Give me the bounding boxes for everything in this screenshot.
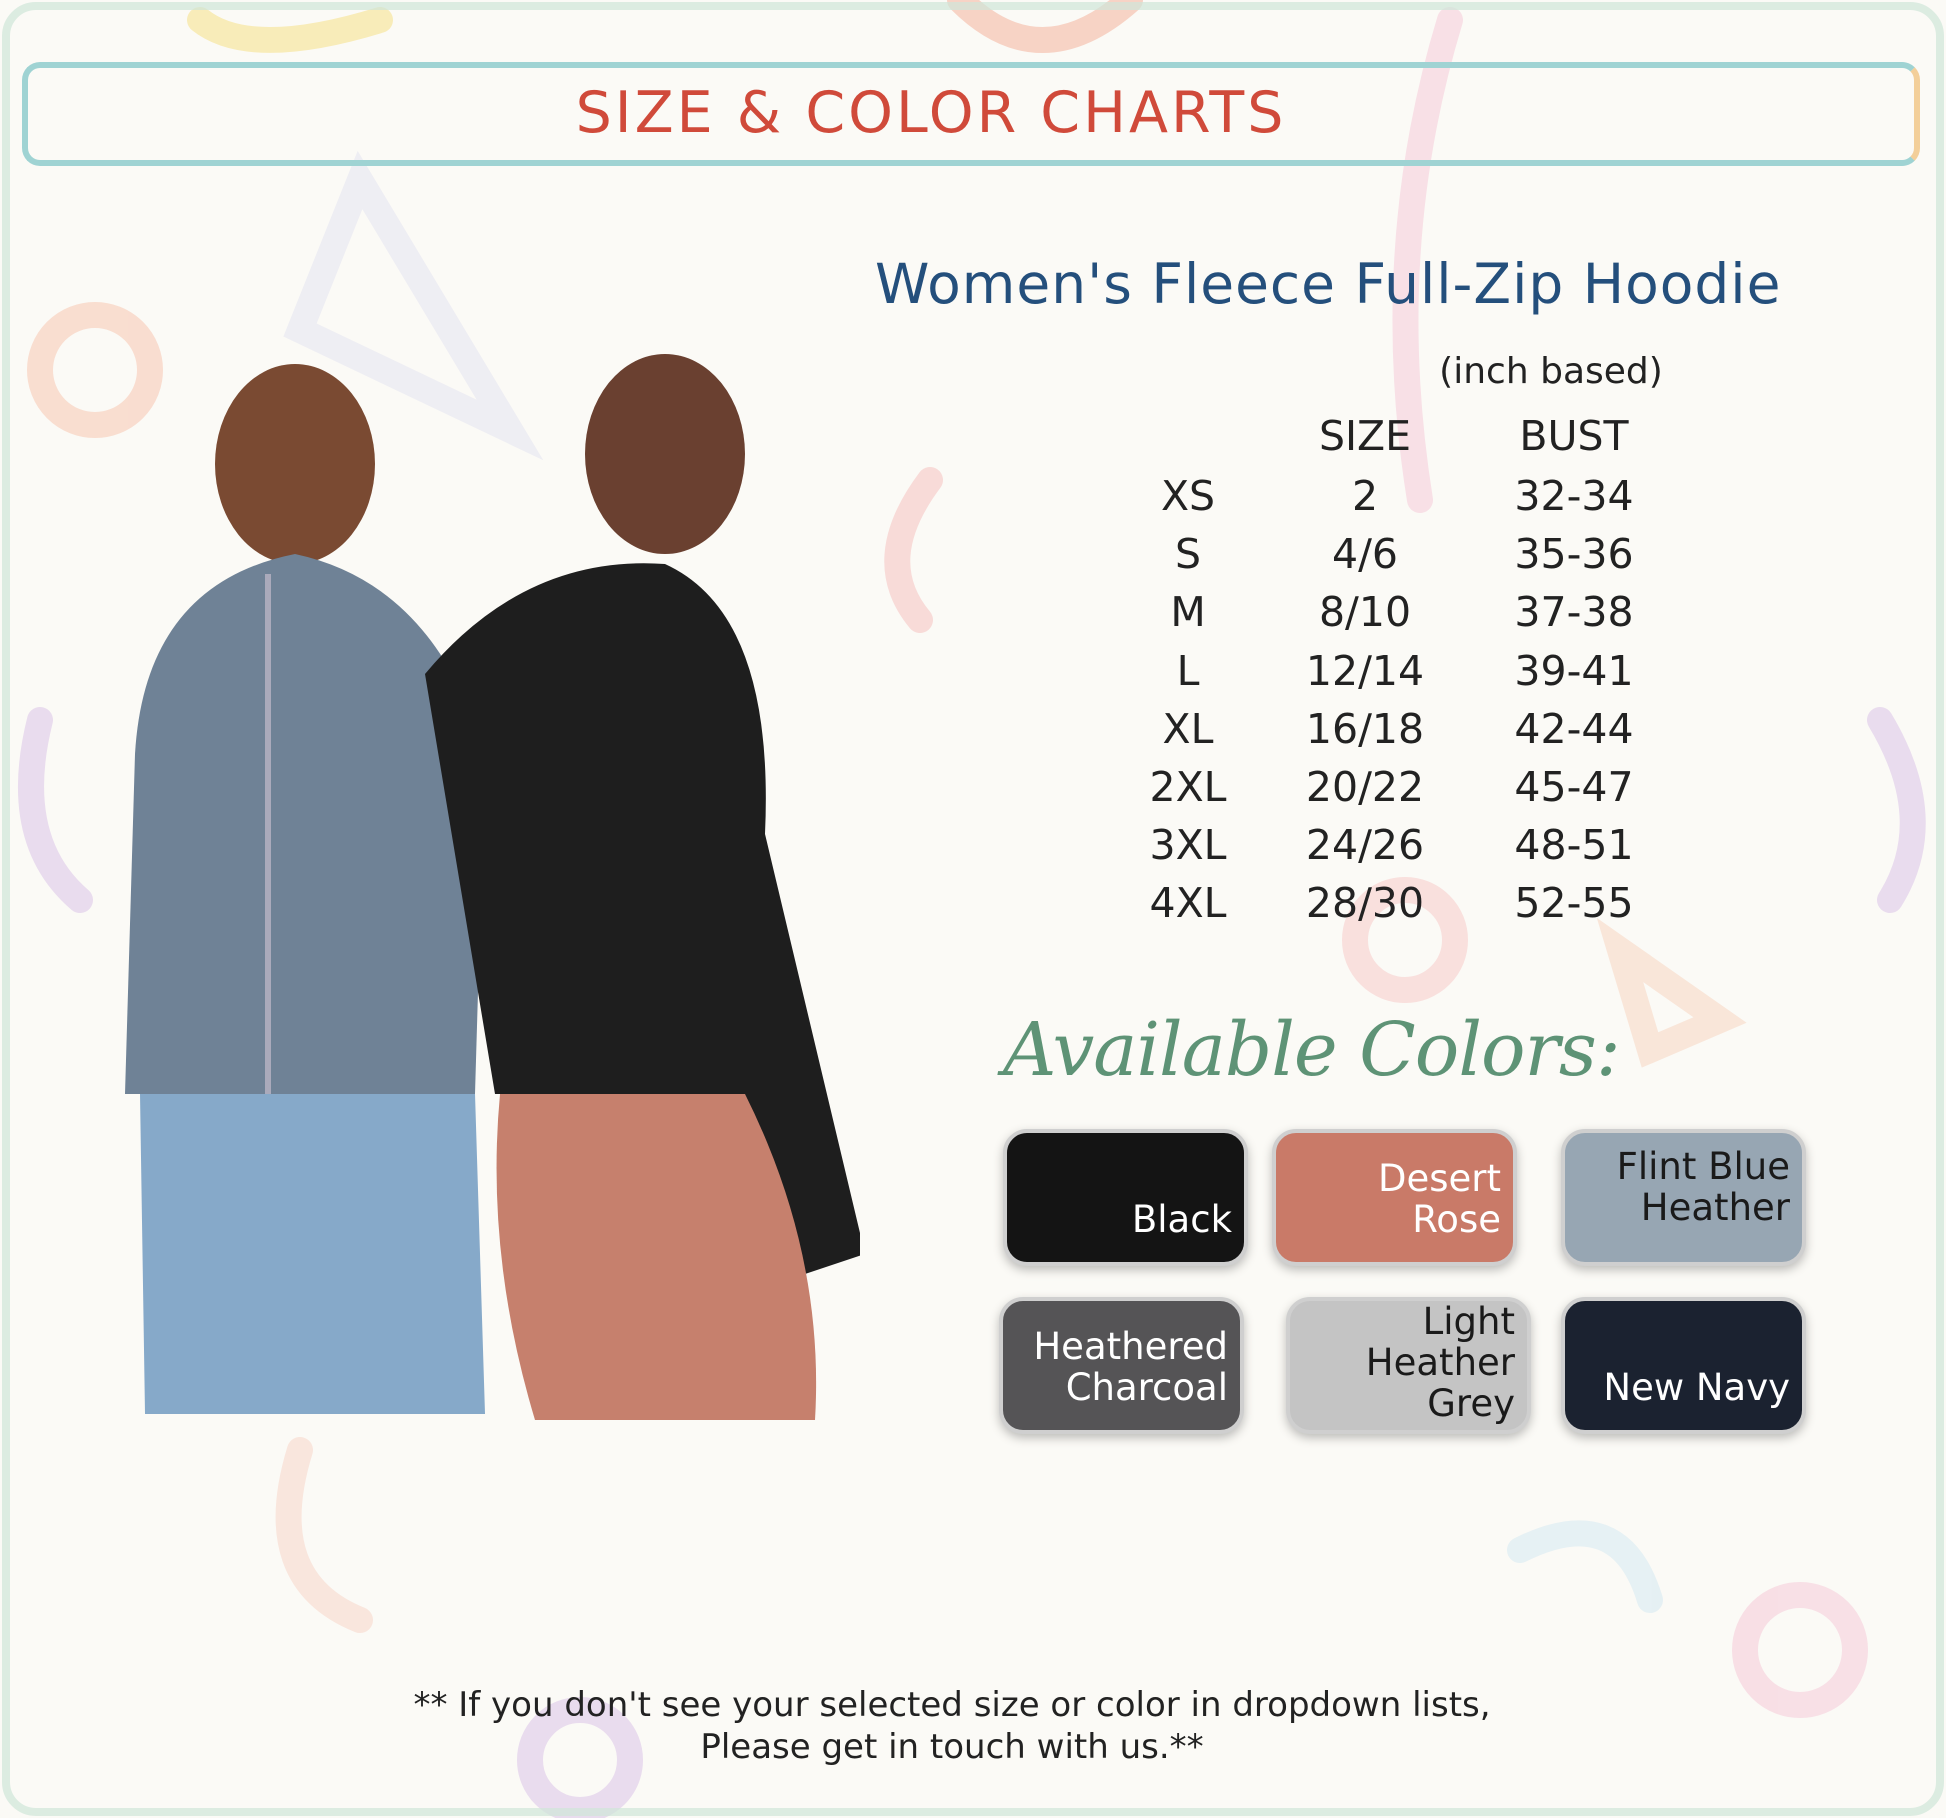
footer-note-line2: Please get in touch with us.** (700, 1727, 1204, 1767)
size-label: XS (1160, 472, 1216, 520)
color-swatch-label: Desert Rose (1377, 1157, 1501, 1241)
numeric-size: 24/26 (1305, 821, 1425, 870)
size-label: 2XL (1149, 763, 1227, 811)
numeric-size: 20/22 (1305, 763, 1425, 811)
color-swatch-label: Flint Blue Heather (1616, 1144, 1790, 1229)
numeric-size: 4/6 (1332, 530, 1398, 579)
footer-note-line1: ** If you don't see your selected size o… (413, 1685, 1491, 1725)
numeric-size: 28/30 (1305, 879, 1425, 928)
model-photo (125, 354, 860, 1420)
page-title: SIZE & COLOR CHARTS (575, 80, 1287, 146)
color-swatch-label: Light Heather Grey (1365, 1300, 1515, 1425)
color-swatch: Black (1003, 1129, 1248, 1266)
bust-range: 52-55 (1514, 879, 1634, 928)
bust-range: 37-38 (1514, 588, 1634, 637)
bust-range: 48-51 (1514, 821, 1634, 870)
color-swatch: New Navy (1561, 1297, 1806, 1434)
numeric-size: 2 (1351, 472, 1379, 520)
column-header-bust: BUST (1519, 412, 1629, 460)
numeric-size: 12/14 (1305, 646, 1425, 695)
bust-range: 42-44 (1514, 704, 1634, 753)
bust-range: 32-34 (1514, 472, 1634, 520)
color-swatch: Light Heather Grey (1286, 1297, 1531, 1434)
unit-note: (inch based) (1439, 351, 1663, 392)
color-swatch-label: Black (1131, 1198, 1232, 1241)
color-swatch: Heathered Charcoal (999, 1297, 1244, 1434)
available-colors-heading: Available Colors: (1003, 1007, 1621, 1093)
size-label: S (1174, 530, 1202, 579)
size-label: M (1170, 588, 1206, 637)
size-label: 3XL (1149, 821, 1227, 870)
bust-range: 35-36 (1514, 530, 1634, 579)
color-swatch: Desert Rose (1272, 1129, 1517, 1266)
column-header-size: SIZE (1318, 412, 1412, 460)
bust-range: 39-41 (1514, 646, 1634, 695)
header-band (22, 62, 1920, 166)
numeric-size: 8/10 (1318, 588, 1412, 637)
numeric-size: 16/18 (1305, 704, 1425, 753)
color-swatch-label: Heathered Charcoal (1033, 1325, 1228, 1409)
color-swatch-label: New Navy (1603, 1366, 1790, 1409)
color-swatch: Flint Blue Heather (1561, 1129, 1806, 1266)
product-title: Women's Fleece Full-Zip Hoodie (875, 252, 1782, 316)
bust-range: 45-47 (1514, 763, 1634, 811)
size-label: XL (1162, 704, 1214, 753)
size-label: 4XL (1149, 879, 1227, 928)
size-label: L (1176, 646, 1200, 695)
